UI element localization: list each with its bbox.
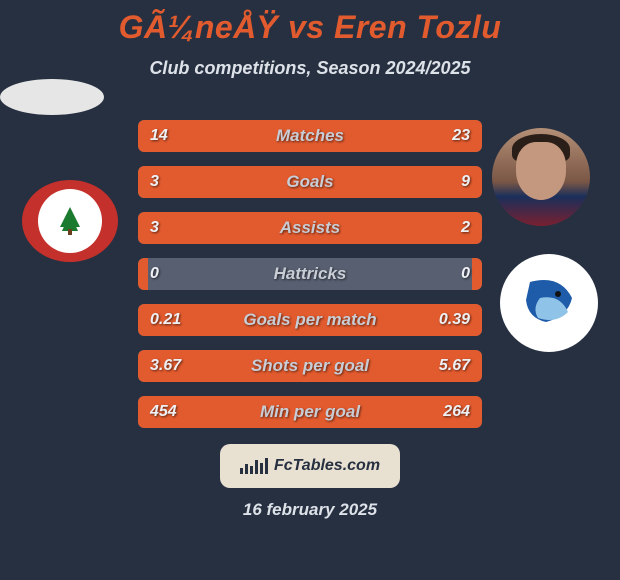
- stat-value-right: 0: [461, 258, 470, 290]
- site-logo[interactable]: FcTables.com: [220, 444, 400, 488]
- player-left-avatar: [0, 79, 104, 115]
- page-title: GÃ¼neÅŸ vs Eren Tozlu: [0, 9, 620, 46]
- stat-value-left: 454: [150, 396, 177, 428]
- stat-row: Goals39: [138, 166, 482, 198]
- stat-fill-right: [472, 258, 482, 290]
- stat-fill-right: [268, 120, 482, 152]
- stat-value-right: 2: [461, 212, 470, 244]
- stat-row: Goals per match0.210.39: [138, 304, 482, 336]
- comparison-card: GÃ¼neÅŸ vs Eren Tozlu Club competitions,…: [0, 0, 620, 580]
- stat-value-right: 5.67: [439, 350, 470, 382]
- stat-row: Assists32: [138, 212, 482, 244]
- club-left-emblem: [22, 180, 118, 262]
- tree-icon: [38, 189, 102, 253]
- stats-container: Matches1423Goals39Assists32Hattricks00Go…: [138, 120, 482, 442]
- stat-fill-left: [138, 258, 148, 290]
- stat-label: Hattricks: [138, 258, 482, 290]
- club-right-emblem: [500, 254, 598, 352]
- stat-value-left: 3: [150, 166, 159, 198]
- stat-value-left: 3: [150, 212, 159, 244]
- stat-row: Min per goal454264: [138, 396, 482, 428]
- bird-icon: [510, 264, 588, 342]
- stat-value-left: 3.67: [150, 350, 181, 382]
- site-name: FcTables.com: [274, 457, 380, 475]
- avatar-face: [516, 142, 566, 200]
- stat-value-right: 0.39: [439, 304, 470, 336]
- stat-value-right: 264: [443, 396, 470, 428]
- subtitle: Club competitions, Season 2024/2025: [0, 58, 620, 79]
- stat-value-left: 0.21: [150, 304, 181, 336]
- player-right-avatar: [492, 128, 590, 226]
- stat-fill-left: [138, 212, 344, 244]
- chart-icon: [240, 458, 268, 474]
- stat-value-right: 23: [452, 120, 470, 152]
- stat-row: Hattricks0 0: [138, 258, 482, 290]
- stat-value-right: 9: [461, 166, 470, 198]
- stat-value-left: 14: [150, 120, 168, 152]
- stat-row: Shots per goal3.675.67: [138, 350, 482, 382]
- stat-value-left: 0: [150, 258, 159, 290]
- stat-fill-right: [224, 166, 482, 198]
- footer-date: 16 february 2025: [0, 500, 620, 520]
- stat-row: Matches1423: [138, 120, 482, 152]
